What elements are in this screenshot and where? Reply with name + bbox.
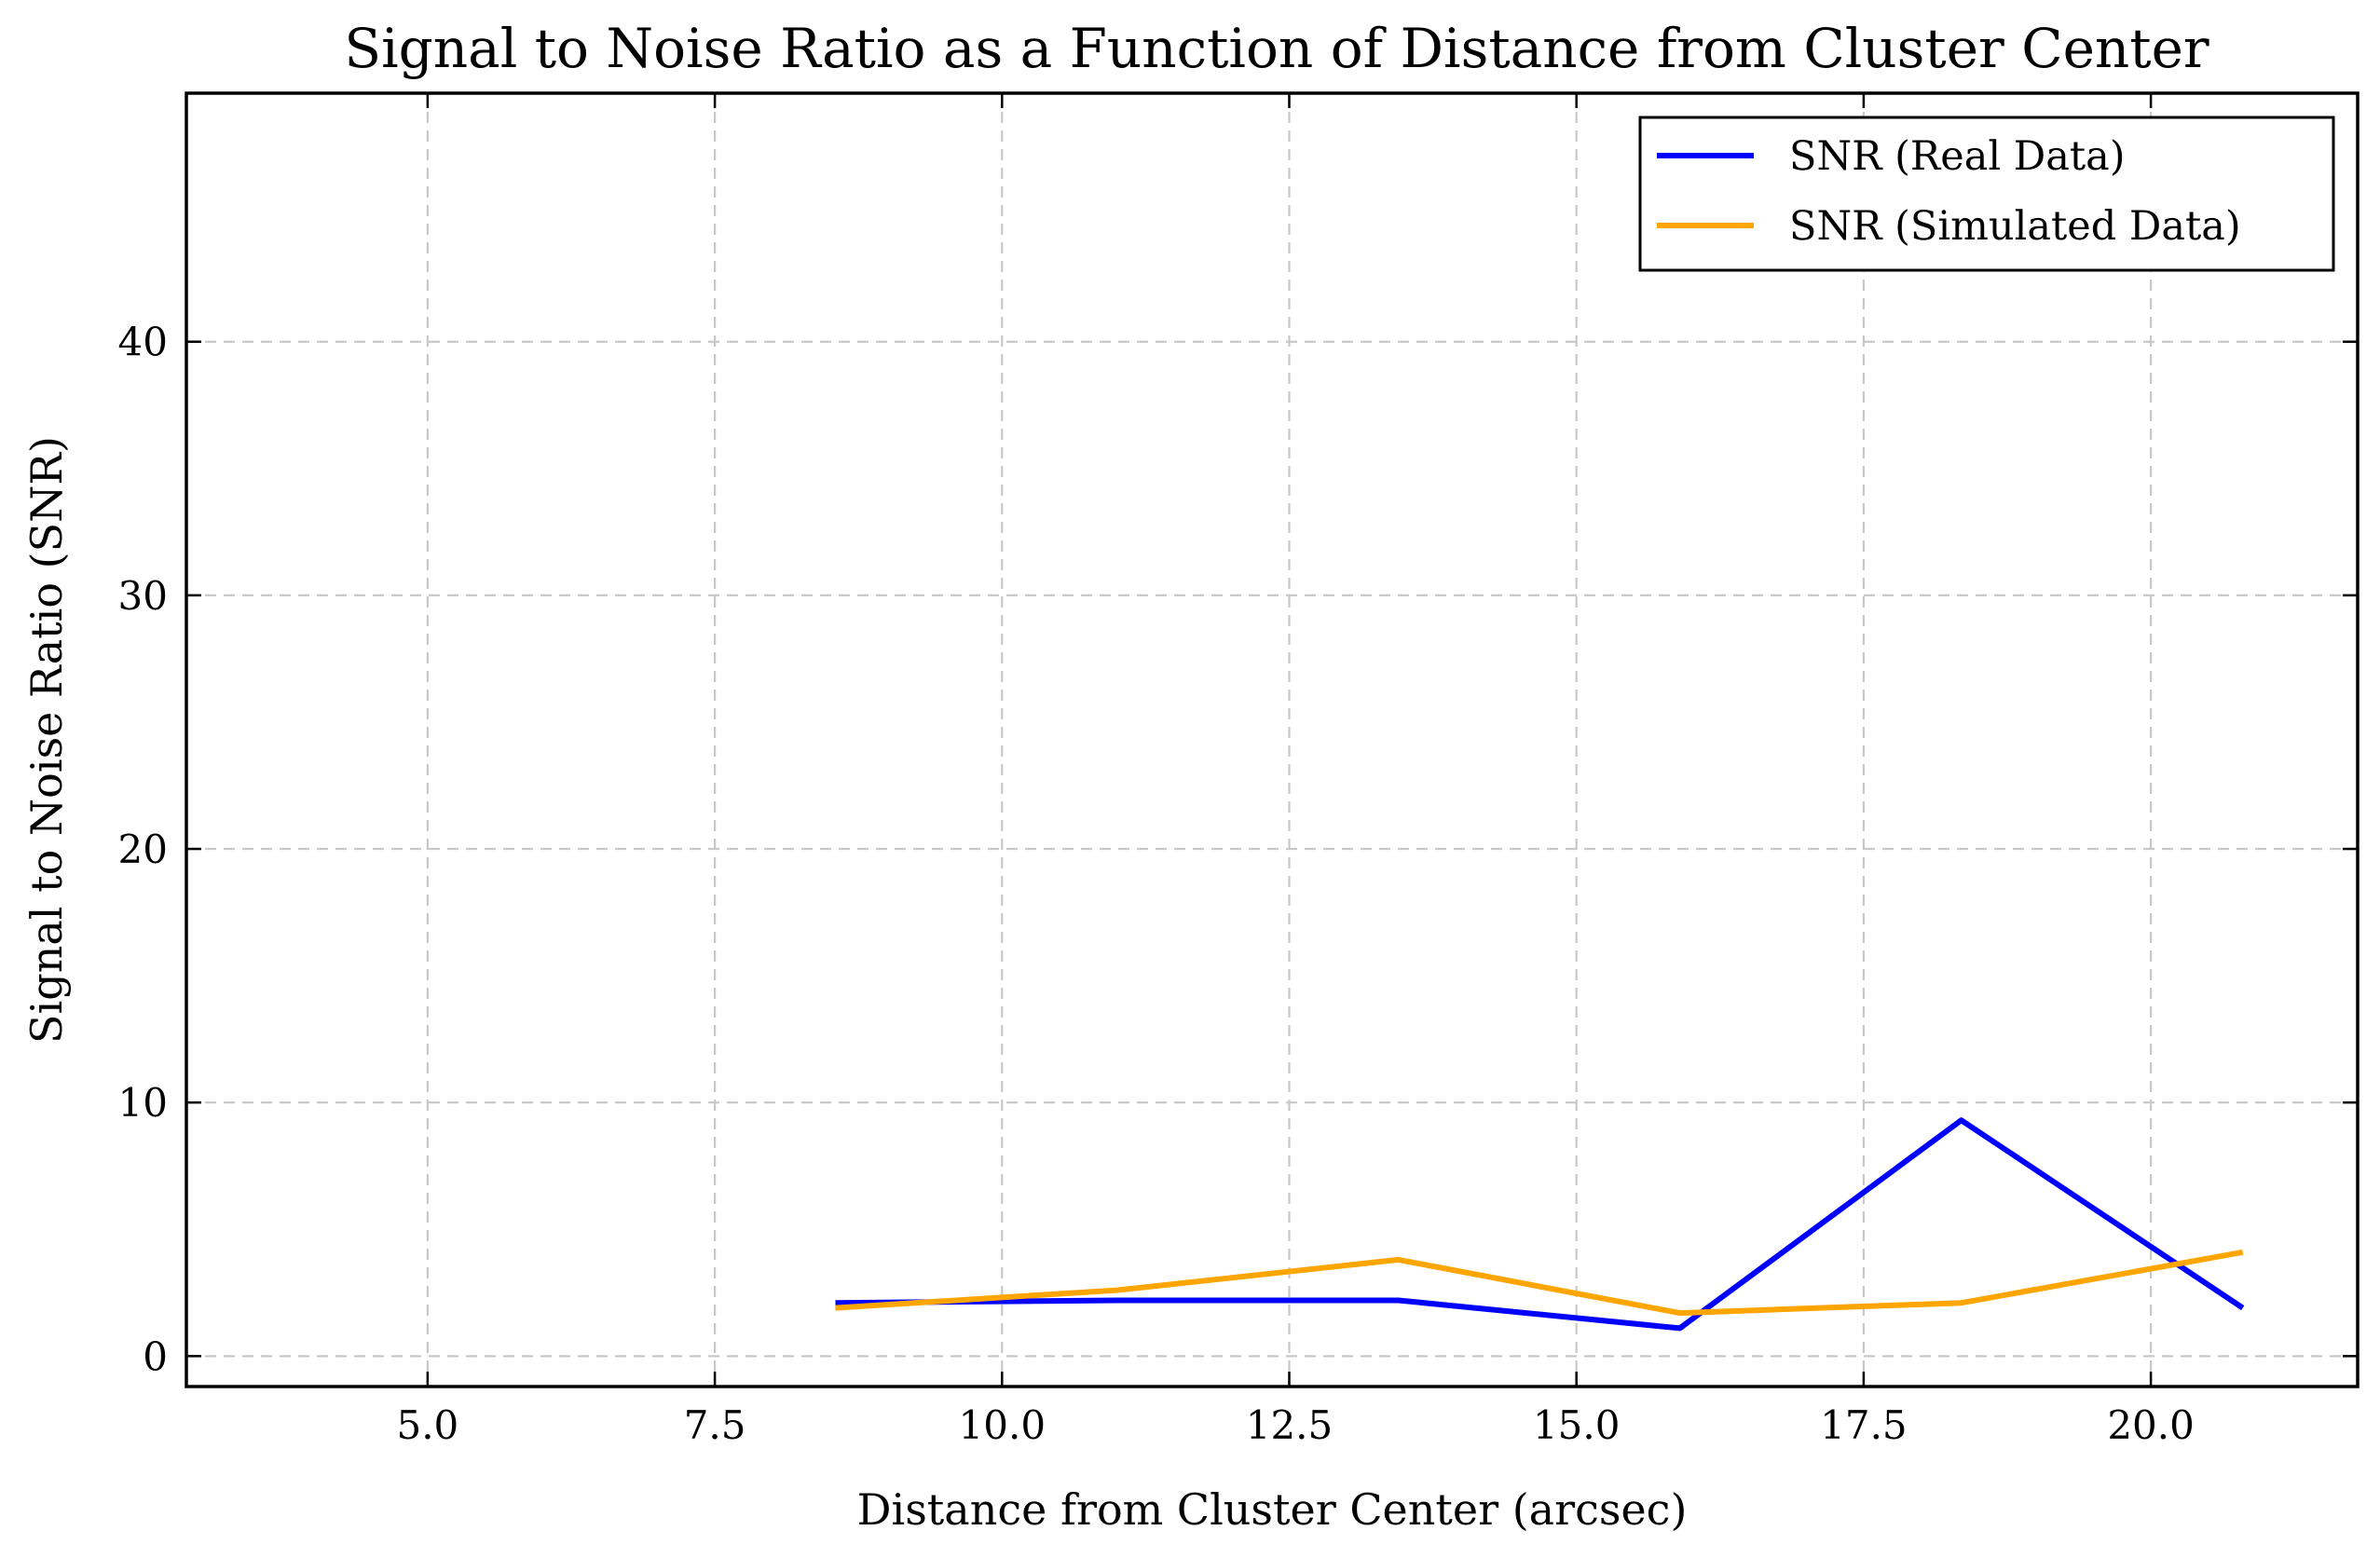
plot-frame [185, 91, 2359, 1388]
legend: SNR (Real Data) SNR (Simulated Data) [1638, 116, 2335, 272]
axis-ticks: 5.0 7.5 10.0 12.5 15.0 17.5 20.0 0 10 20 30 40 [118, 93, 2358, 1448]
x-tick-label: 17.5 [1820, 1402, 1908, 1448]
grid-lines [186, 93, 2358, 1387]
y-tick-label: 40 [118, 320, 168, 365]
y-tick-label: 30 [118, 573, 168, 619]
y-axis-label: Signal to Noise Ratio (SNR) [21, 436, 72, 1044]
legend-box [1638, 116, 2335, 272]
x-axis-label: Distance from Cluster Center (arcsec) [857, 1484, 1688, 1535]
series-lines [835, 1117, 2245, 1332]
legend-label-simulated-data: SNR (Simulated Data) [1789, 203, 2241, 250]
y-tick-label: 0 [143, 1333, 168, 1379]
x-tick-label: 5.0 [396, 1402, 458, 1448]
x-tick-label: 15.0 [1533, 1402, 1621, 1448]
x-tick-label: 10.0 [959, 1402, 1046, 1448]
series-line-snr-real-data [835, 1117, 2245, 1332]
x-tick-label: 7.5 [684, 1402, 746, 1448]
x-tick-label: 20.0 [2107, 1402, 2195, 1448]
y-tick-label: 20 [118, 827, 168, 872]
legend-label-real-data: SNR (Real Data) [1789, 133, 2126, 180]
x-tick-label: 12.5 [1246, 1402, 1334, 1448]
y-tick-label: 10 [118, 1080, 168, 1126]
series-line-snr-simulated-data [835, 1249, 2244, 1317]
chart-title: Signal to Noise Ratio as a Function of D… [344, 17, 2209, 80]
